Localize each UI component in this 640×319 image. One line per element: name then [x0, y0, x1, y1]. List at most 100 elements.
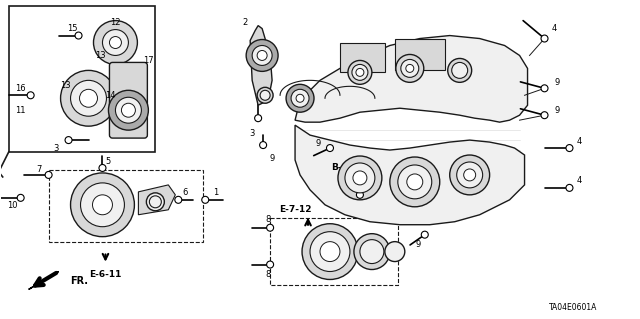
- Circle shape: [93, 195, 113, 215]
- Polygon shape: [29, 271, 59, 289]
- Bar: [9, 6, 156, 152]
- Circle shape: [147, 193, 164, 211]
- Text: 11: 11: [15, 106, 26, 115]
- Text: 14: 14: [105, 91, 116, 100]
- Text: 13: 13: [95, 51, 106, 60]
- Circle shape: [109, 37, 122, 48]
- Bar: [49, 170, 204, 241]
- Text: 17: 17: [143, 56, 154, 65]
- Circle shape: [252, 46, 272, 65]
- Circle shape: [354, 234, 390, 270]
- Circle shape: [75, 32, 82, 39]
- Polygon shape: [138, 185, 175, 215]
- Text: 13: 13: [60, 81, 71, 90]
- Circle shape: [390, 157, 440, 207]
- Circle shape: [352, 64, 368, 80]
- FancyBboxPatch shape: [109, 63, 147, 138]
- Text: 16: 16: [15, 84, 26, 93]
- Circle shape: [267, 261, 274, 268]
- Circle shape: [175, 196, 182, 203]
- Circle shape: [566, 184, 573, 191]
- Circle shape: [122, 103, 136, 117]
- Circle shape: [257, 50, 267, 60]
- Circle shape: [326, 145, 333, 152]
- Circle shape: [421, 231, 428, 238]
- Circle shape: [464, 169, 476, 181]
- Circle shape: [338, 156, 382, 200]
- Circle shape: [296, 94, 304, 102]
- Circle shape: [61, 70, 116, 126]
- Bar: [340, 42, 385, 72]
- Circle shape: [99, 165, 106, 171]
- Circle shape: [348, 60, 372, 84]
- Text: 8: 8: [266, 215, 271, 224]
- Circle shape: [452, 63, 468, 78]
- Text: 9: 9: [316, 138, 321, 148]
- Circle shape: [27, 92, 34, 99]
- Circle shape: [541, 112, 548, 119]
- Circle shape: [257, 87, 273, 103]
- Text: 2: 2: [243, 18, 248, 27]
- Circle shape: [102, 30, 129, 56]
- Circle shape: [108, 90, 148, 130]
- Circle shape: [320, 241, 340, 262]
- Circle shape: [267, 224, 274, 231]
- Circle shape: [566, 145, 573, 152]
- Text: FR.: FR.: [70, 277, 88, 286]
- Text: TA04E0601A: TA04E0601A: [549, 303, 597, 312]
- Circle shape: [541, 85, 548, 92]
- Circle shape: [401, 59, 419, 78]
- Circle shape: [115, 97, 141, 123]
- Bar: [395, 39, 445, 70]
- Circle shape: [202, 196, 209, 203]
- Text: 1: 1: [212, 188, 218, 197]
- Circle shape: [406, 64, 414, 72]
- Text: 9: 9: [555, 106, 560, 115]
- Circle shape: [93, 21, 138, 64]
- Text: 7: 7: [36, 166, 42, 174]
- Circle shape: [246, 40, 278, 71]
- Circle shape: [448, 58, 472, 82]
- Circle shape: [385, 241, 405, 262]
- Circle shape: [356, 191, 364, 198]
- Text: B-6-1: B-6-1: [332, 163, 358, 173]
- Text: 9: 9: [415, 240, 420, 249]
- Circle shape: [70, 173, 134, 237]
- Text: 9: 9: [555, 78, 560, 87]
- Text: 9: 9: [355, 178, 360, 187]
- Text: 4: 4: [552, 24, 557, 33]
- Polygon shape: [295, 35, 527, 122]
- Circle shape: [407, 174, 423, 190]
- Circle shape: [396, 55, 424, 82]
- Circle shape: [149, 196, 161, 208]
- Circle shape: [356, 68, 364, 76]
- Text: 10: 10: [8, 201, 18, 210]
- Bar: [270, 218, 398, 286]
- Polygon shape: [250, 26, 272, 105]
- Text: 4: 4: [577, 137, 582, 145]
- Text: 9: 9: [269, 153, 275, 162]
- Circle shape: [45, 171, 52, 178]
- Circle shape: [260, 142, 267, 149]
- Text: 3: 3: [53, 144, 58, 152]
- Circle shape: [65, 137, 72, 144]
- Text: E-6-11: E-6-11: [89, 270, 122, 279]
- Polygon shape: [295, 125, 525, 225]
- Text: 6: 6: [182, 188, 188, 197]
- Text: 3: 3: [250, 129, 255, 137]
- Circle shape: [450, 155, 490, 195]
- Text: 15: 15: [67, 24, 78, 33]
- Circle shape: [70, 80, 106, 116]
- Circle shape: [457, 162, 483, 188]
- Circle shape: [398, 165, 432, 199]
- Circle shape: [291, 89, 309, 107]
- Circle shape: [360, 240, 384, 263]
- Circle shape: [345, 163, 375, 193]
- Text: 8: 8: [266, 270, 271, 279]
- Text: 4: 4: [577, 176, 582, 185]
- Circle shape: [260, 90, 270, 100]
- Circle shape: [17, 194, 24, 201]
- Circle shape: [286, 84, 314, 112]
- Circle shape: [81, 183, 124, 227]
- Circle shape: [353, 171, 367, 185]
